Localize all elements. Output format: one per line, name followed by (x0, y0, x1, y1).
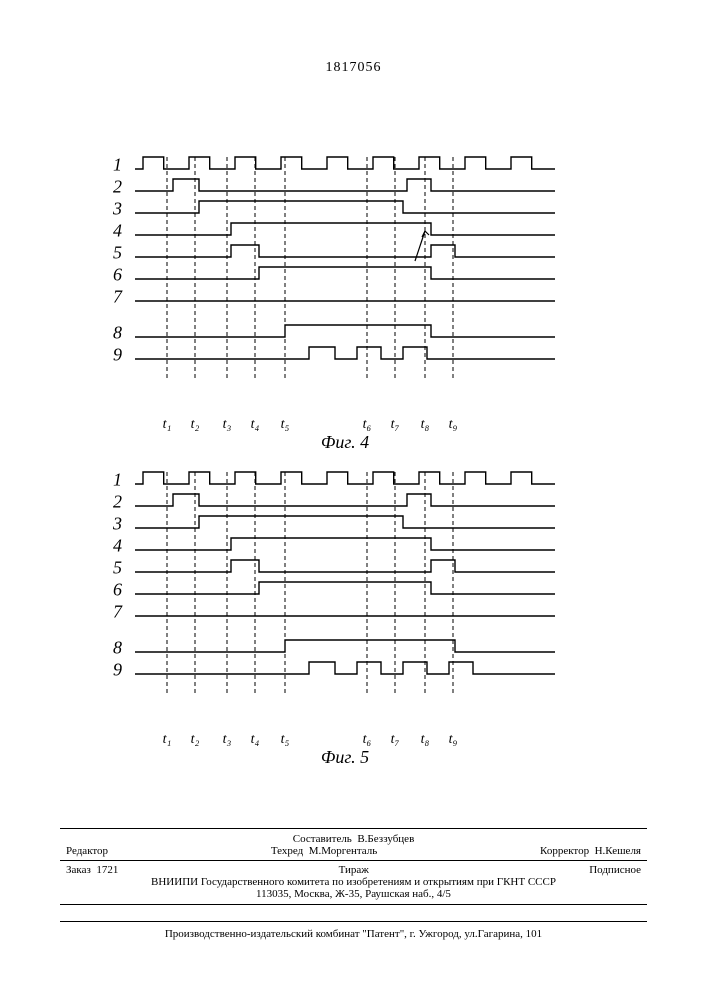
corrector-label: Корректор (540, 845, 589, 857)
time-label: t₆ (363, 417, 372, 433)
signal-row-6 (135, 582, 555, 594)
publisher-line: Производственно-издательский комбинат "П… (60, 921, 647, 940)
row-label-7: 7 (113, 287, 122, 308)
signal-row-5 (135, 560, 555, 572)
figure-5-caption: Фиг. 5 (321, 747, 369, 768)
techred-label: Техред (271, 845, 303, 857)
row-label-9: 9 (113, 345, 122, 366)
document-number: 1817056 (326, 60, 382, 76)
time-label: t₅ (281, 732, 290, 748)
editor-label: Редактор (66, 845, 108, 857)
time-label: t₈ (421, 732, 430, 748)
time-label: t₆ (363, 732, 372, 748)
row-label-1: 1 (113, 470, 122, 491)
time-label: t₄ (251, 732, 260, 748)
signal-row-3 (135, 516, 555, 528)
figure-4: Фиг. 4 123456789t₁t₂t₃t₄t₅t₆t₇t₈t₉ (135, 155, 555, 435)
figure-4-caption: Фиг. 4 (321, 432, 369, 453)
order-number: 1721 (96, 864, 118, 876)
techred-name: М.Моргенталь (309, 845, 378, 857)
figure-5: Фиг. 5 123456789t₁t₂t₃t₄t₅t₆t₇t₈t₉ (135, 470, 555, 750)
row-label-1: 1 (113, 155, 122, 176)
time-label: t₃ (223, 732, 232, 748)
signal-row-4 (135, 223, 555, 235)
subscription-label: Подписное (589, 864, 641, 876)
row-label-6: 6 (113, 580, 122, 601)
time-label: t₄ (251, 417, 260, 433)
circulation-label: Тираж (339, 864, 369, 876)
time-label: t₈ (421, 417, 430, 433)
org-line: ВНИИПИ Государственного комитета по изоб… (60, 876, 647, 888)
time-label: t₁ (163, 417, 172, 433)
signal-row-1 (135, 157, 555, 169)
corrector-name: Н.Кешеля (595, 845, 641, 857)
signal-row-8 (135, 640, 555, 652)
time-label: t₂ (191, 732, 200, 748)
row-label-9: 9 (113, 660, 122, 681)
row-label-4: 4 (113, 536, 122, 557)
order-label: Заказ (66, 864, 91, 876)
signal-row-5 (135, 245, 555, 257)
row-label-8: 8 (113, 323, 122, 344)
row-label-7: 7 (113, 602, 122, 623)
time-label: t₁ (163, 732, 172, 748)
signal-row-9 (135, 347, 555, 359)
row-label-2: 2 (113, 177, 122, 198)
row-label-5: 5 (113, 243, 122, 264)
time-label: t₂ (191, 417, 200, 433)
signal-row-2 (135, 494, 555, 506)
row-label-2: 2 (113, 492, 122, 513)
signal-row-4 (135, 538, 555, 550)
time-label: t₅ (281, 417, 290, 433)
time-label: t₇ (391, 732, 400, 748)
signal-row-6 (135, 267, 555, 279)
compiler-label: Составитель (293, 833, 352, 845)
time-label: t₉ (449, 732, 458, 748)
time-label: t₃ (223, 417, 232, 433)
signal-row-1 (135, 472, 555, 484)
row-label-5: 5 (113, 558, 122, 579)
page: 1817056 Фиг. 4 123456789t₁t₂t₃t₄t₅t₆t₇t₈… (0, 0, 707, 1000)
signal-row-2 (135, 179, 555, 191)
row-label-8: 8 (113, 638, 122, 659)
signal-row-8 (135, 325, 555, 337)
row-label-3: 3 (113, 199, 122, 220)
row-label-3: 3 (113, 514, 122, 535)
compiler-name: В.Беззубцев (357, 833, 414, 845)
signal-row-3 (135, 201, 555, 213)
time-label: t₇ (391, 417, 400, 433)
time-label: t₉ (449, 417, 458, 433)
address-line: 113035, Москва, Ж-35, Раушская наб., 4/5 (60, 888, 647, 900)
signal-row-9 (135, 662, 555, 674)
footer-credits: Составитель В.Беззубцев Редактор Техред … (60, 828, 647, 905)
row-label-4: 4 (113, 221, 122, 242)
row-label-6: 6 (113, 265, 122, 286)
